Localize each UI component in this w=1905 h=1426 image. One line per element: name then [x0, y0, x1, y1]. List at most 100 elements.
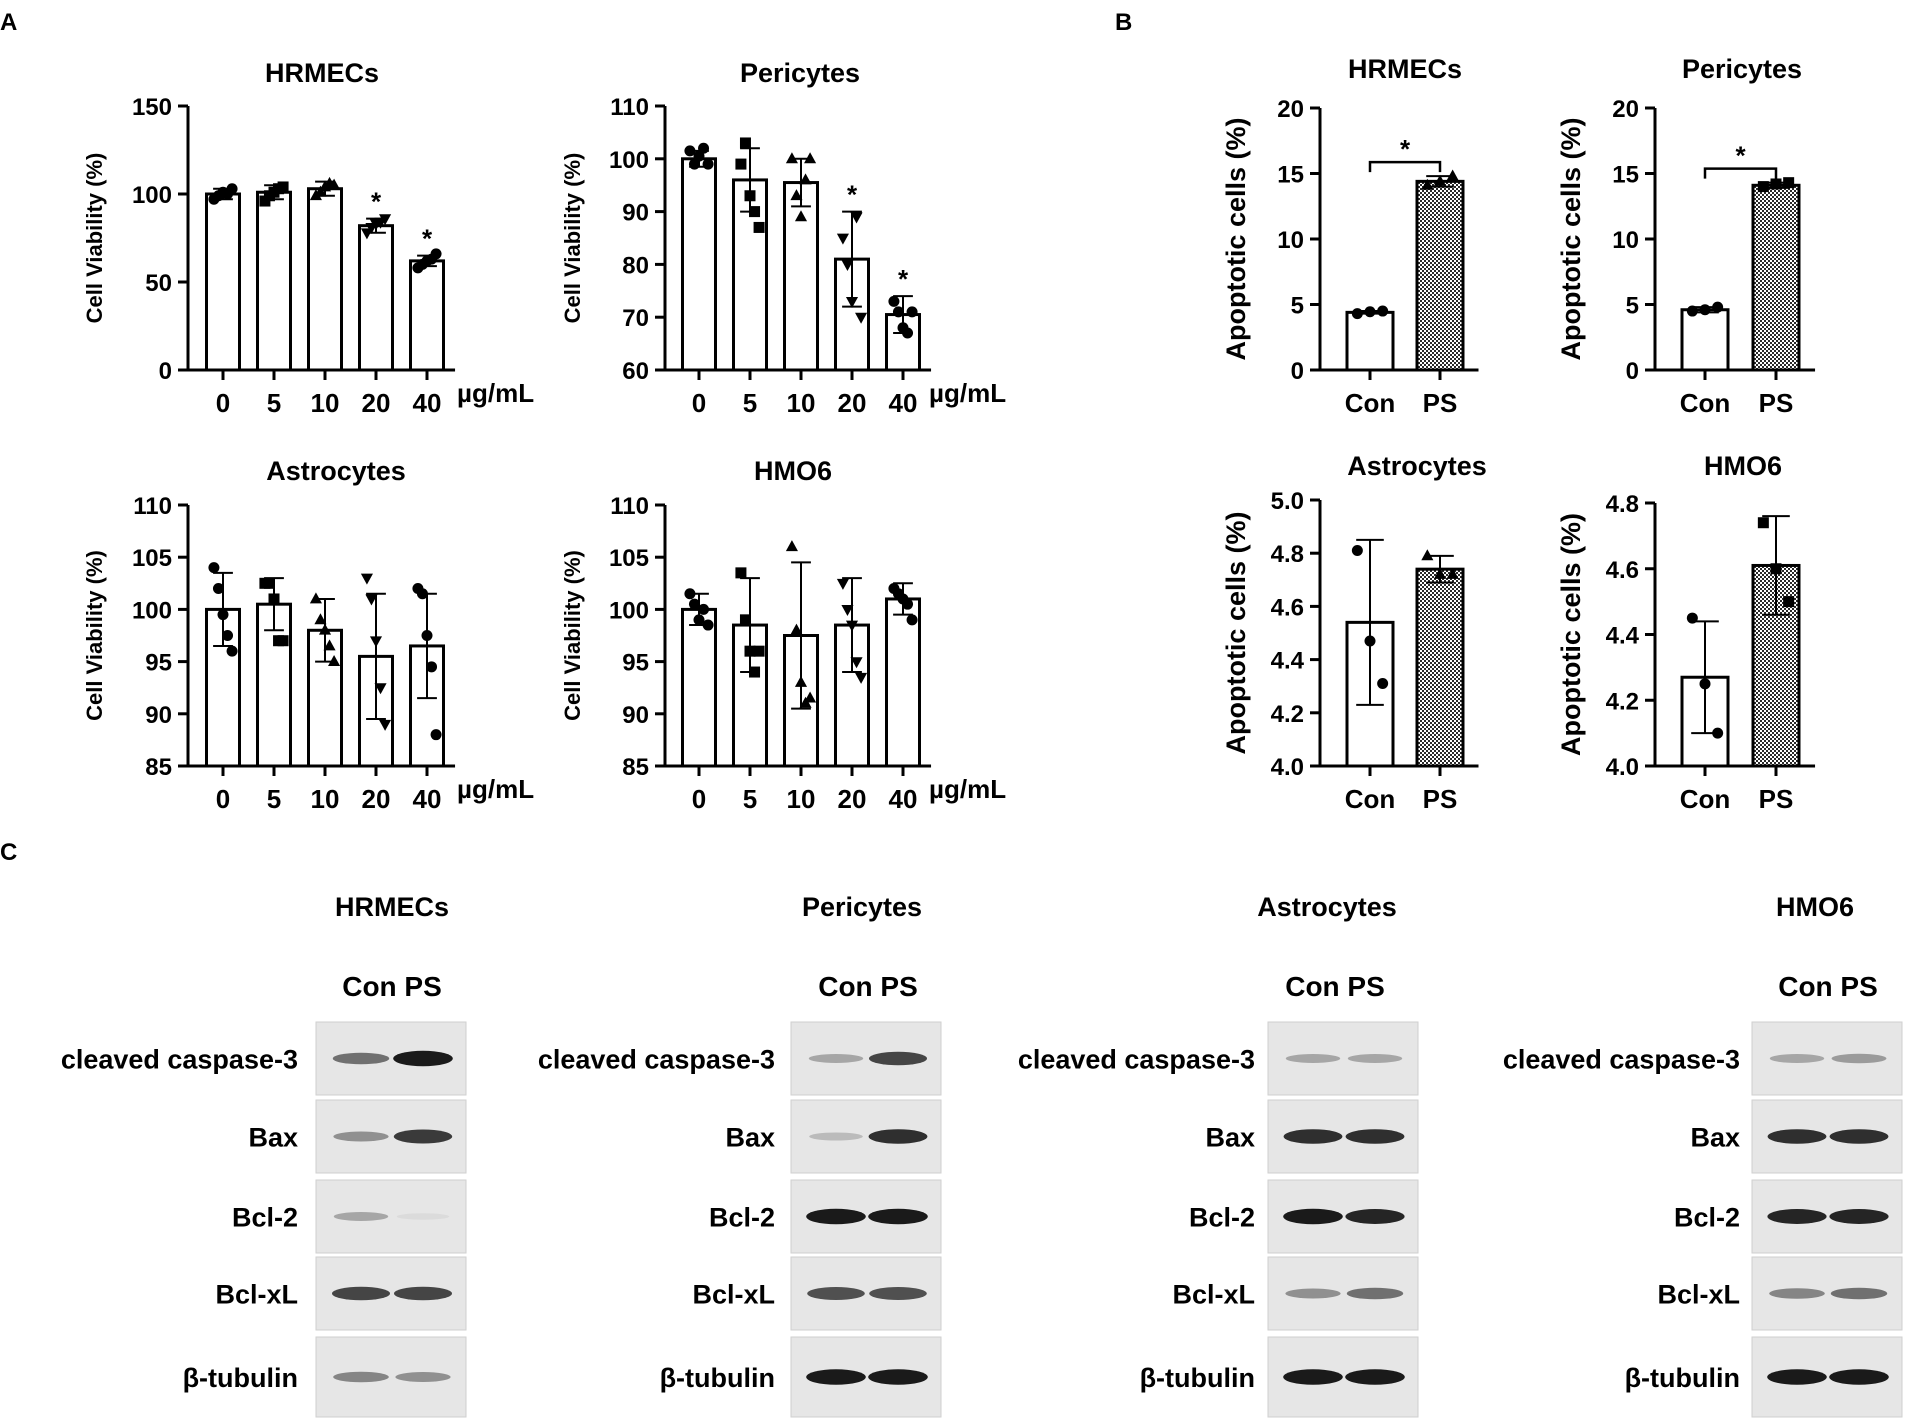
data-point [1686, 612, 1698, 624]
data-point [1377, 305, 1389, 317]
blot-band [1767, 1129, 1827, 1144]
y-tick-label: 100 [132, 182, 172, 209]
data-point [855, 672, 868, 684]
data-point [369, 636, 383, 648]
western-blots: HRMECs Con PS cleaved caspase-3 Bax Bcl-2 Bcl… [61, 892, 1903, 1418]
data-point [1446, 567, 1459, 579]
significance-star: * [847, 180, 858, 210]
data-point [735, 158, 747, 170]
bar-Con [1680, 308, 1730, 372]
data-point [753, 221, 765, 233]
blot-band [1767, 1369, 1827, 1385]
protein-label: Bcl-2 [709, 1203, 775, 1233]
bar-PS [1415, 179, 1465, 372]
blot-band [806, 1369, 866, 1385]
x-tick-label: Con [1345, 388, 1396, 418]
blot-title: HMO6 [1776, 892, 1854, 922]
x-tick-label: Con [1680, 388, 1731, 418]
data-point [735, 567, 747, 579]
data-point [749, 206, 761, 218]
data-point [416, 588, 428, 600]
bar-0 [205, 192, 241, 372]
data-point [309, 592, 322, 604]
y-tick-label: 4.0 [1271, 754, 1304, 781]
y-tick-label: 4.0 [1606, 754, 1639, 781]
y-tick-label: 100 [609, 147, 649, 174]
x-tick-label: 0 [692, 388, 706, 418]
data-point [1783, 596, 1795, 608]
chart-title: Pericytes [740, 58, 860, 88]
blot-band [1346, 1287, 1404, 1300]
data-point [314, 613, 327, 625]
blot-band [868, 1369, 928, 1385]
x-tick-label: Con [1680, 784, 1731, 814]
chart-a1-hrmecs: HRMECs Cell Viability (%) 0 50 100 150 0 5 10 20 *… [82, 58, 534, 418]
x-tick-label: 10 [787, 784, 816, 814]
protein-label: Bcl-xL [215, 1280, 298, 1310]
y-axis-label: Apoptotic cells (%) [1221, 511, 1251, 754]
x-tick-label: 20 [362, 388, 391, 418]
data-point [739, 614, 751, 626]
blot-band [1769, 1288, 1825, 1299]
blot-band [394, 1286, 452, 1301]
y-tick-label: 20 [1612, 96, 1639, 123]
blot-band [1345, 1369, 1405, 1385]
significance-star: * [422, 224, 433, 254]
y-tick-label: 90 [622, 200, 649, 227]
data-point [217, 609, 229, 621]
x-tick-label: 20 [838, 388, 867, 418]
y-tick-label: 105 [132, 545, 172, 572]
x-tick-label: 20 [838, 784, 867, 814]
bar-Con [1345, 310, 1395, 372]
protein-label: cleaved caspase-3 [538, 1045, 775, 1075]
blot-band [1345, 1129, 1405, 1144]
y-axis-label: Apoptotic cells (%) [1221, 117, 1251, 360]
y-tick-label: 4.4 [1606, 623, 1640, 650]
data-point [1364, 635, 1376, 647]
blot-band [393, 1129, 453, 1144]
y-axis-label: Cell Viability (%) [82, 550, 107, 721]
data-point [799, 173, 812, 185]
y-tick-label: 60 [622, 358, 649, 385]
data-point [693, 614, 705, 626]
data-point [698, 603, 710, 615]
data-point [360, 573, 373, 585]
y-axis-label: Cell Viability (%) [82, 153, 107, 324]
blot-band [1285, 1054, 1341, 1063]
data-point [702, 158, 714, 170]
chart-title: HRMECs [265, 58, 379, 88]
protein-label: β-tubulin [1625, 1363, 1740, 1393]
protein-label: Bax [725, 1123, 775, 1153]
y-tick-label: 90 [145, 702, 172, 729]
data-point [804, 152, 817, 164]
blot-band [333, 1212, 389, 1221]
data-point [744, 190, 756, 202]
data-point [902, 598, 914, 610]
x-unit-label: µg/mL [929, 774, 1006, 804]
protein-label: cleaved caspase-3 [1018, 1045, 1255, 1075]
data-point [790, 189, 803, 201]
x-tick-label: PS [1423, 388, 1458, 418]
data-point [1351, 545, 1363, 557]
data-point [850, 657, 863, 669]
y-tick-label: 4.2 [1271, 701, 1304, 728]
blot-title: Pericytes [802, 892, 922, 922]
data-point [1770, 178, 1782, 190]
data-point [749, 666, 761, 678]
blot-band [1283, 1369, 1343, 1385]
data-point [836, 233, 849, 245]
data-point [430, 729, 442, 741]
data-point [1446, 169, 1459, 181]
y-tick-label: 110 [610, 493, 649, 520]
data-point [263, 577, 275, 589]
data-point [888, 295, 900, 307]
y-tick-label: 80 [622, 252, 649, 279]
data-point [1712, 301, 1724, 313]
x-tick-label: 0 [216, 388, 230, 418]
significance-bracket [1703, 167, 1778, 179]
blot-band [1829, 1129, 1889, 1144]
x-tick-label: Con [1345, 784, 1396, 814]
y-tick-label: 4.8 [1271, 541, 1304, 568]
y-tick-label: 85 [622, 754, 649, 781]
data-point [906, 614, 918, 626]
